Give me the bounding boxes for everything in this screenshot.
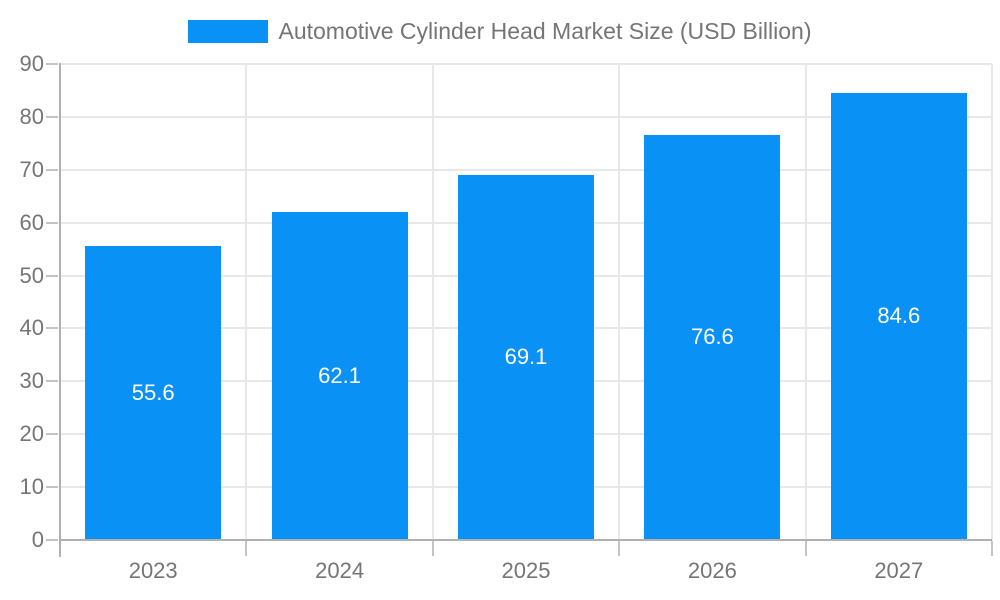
gridline-h-80	[60, 115, 992, 118]
x-tick-3	[618, 541, 621, 556]
x-tick-4	[804, 541, 807, 556]
bar-value-label: 76.6	[690, 324, 734, 350]
y-axis-label-20: 20	[19, 421, 44, 447]
legend-label: Automotive Cylinder Head Market Size (US…	[278, 18, 812, 44]
gridline-h-70	[60, 168, 992, 171]
x-axis-label-2027: 2027	[874, 558, 924, 583]
legend[interactable]: Automotive Cylinder Head Market Size (US…	[0, 18, 1000, 44]
bar-value-label: 69.1	[504, 344, 548, 370]
y-axis-line	[59, 63, 61, 557]
y-axis-label-0: 0	[31, 527, 44, 552]
y-axis-label-50: 50	[19, 262, 44, 288]
y-tick-20	[46, 433, 58, 436]
y-tick-10	[46, 486, 58, 489]
y-axis-label-90: 90	[19, 51, 44, 76]
gridline-v-1	[245, 64, 248, 540]
plot-area: 55.6 62.1 69.1 76.6 84.6	[60, 63, 993, 540]
bar-value-label: 62.1	[318, 362, 361, 388]
bar-2027[interactable]: 84.6	[830, 92, 967, 540]
y-axis-label-70: 70	[19, 156, 44, 182]
y-tick-0	[46, 539, 58, 541]
y-tick-40	[46, 327, 58, 330]
x-tick-2	[431, 541, 434, 556]
x-axis-label-2026: 2026	[687, 558, 737, 583]
bar-2023[interactable]: 55.6	[85, 245, 222, 540]
y-tick-60	[46, 221, 58, 224]
y-tick-30	[46, 380, 58, 383]
gridline-v-2	[431, 64, 434, 540]
gridline-h-90	[60, 63, 992, 65]
x-axis-label-2025: 2025	[501, 558, 551, 583]
gridline-v-4	[804, 64, 807, 540]
x-tick-5	[991, 541, 993, 556]
x-axis-label-2023: 2023	[128, 558, 178, 583]
gridline-v-5	[991, 64, 993, 540]
y-axis-label-30: 30	[19, 368, 44, 394]
y-tick-50	[46, 274, 58, 277]
y-tick-70	[46, 168, 58, 171]
x-axis-line	[60, 539, 992, 541]
y-axis-label-60: 60	[19, 209, 44, 235]
bar-2026[interactable]: 76.6	[644, 134, 781, 540]
y-axis-label-40: 40	[19, 315, 44, 341]
bar-value-label: 84.6	[877, 303, 921, 329]
gridline-v-3	[618, 64, 621, 540]
y-axis-label-10: 10	[19, 474, 44, 500]
bar-value-label: 55.6	[131, 379, 175, 405]
y-tick-90	[46, 63, 58, 65]
legend-swatch	[188, 20, 269, 43]
bar-2025[interactable]: 69.1	[458, 174, 594, 540]
x-tick-1	[245, 541, 248, 556]
y-tick-80	[46, 115, 58, 118]
y-axis-label-80: 80	[19, 103, 44, 129]
x-axis-label-2024: 2024	[315, 558, 365, 583]
bar-2024[interactable]: 62.1	[271, 211, 408, 540]
